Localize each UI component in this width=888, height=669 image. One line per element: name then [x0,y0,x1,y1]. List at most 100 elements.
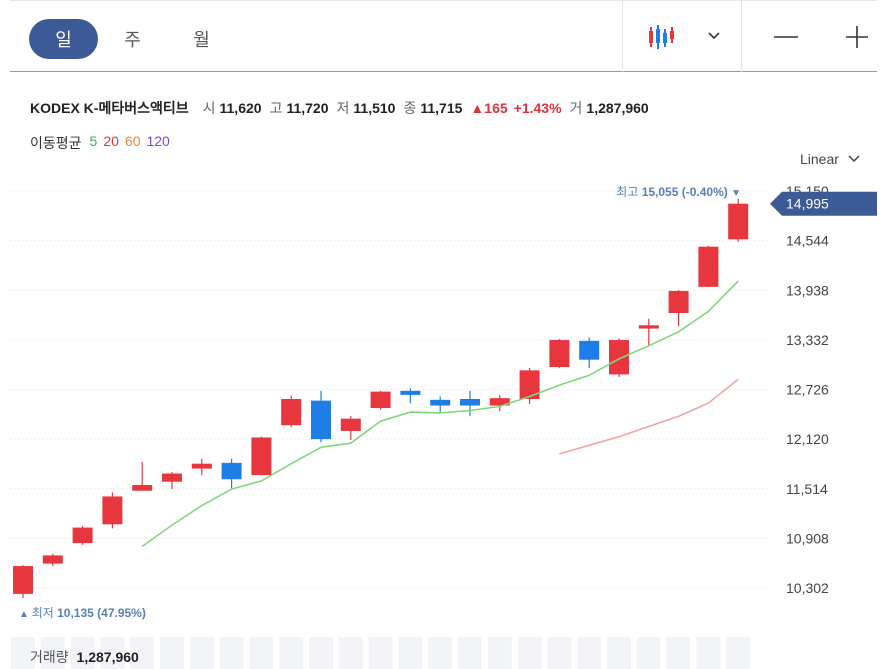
candle [728,198,749,242]
volume-bar [636,637,661,669]
candlestick-icon[interactable] [647,23,677,51]
open-label: 시 [202,100,216,116]
y-tick-label: 10,302 [786,580,829,596]
candle [489,394,510,412]
volume-bar [458,637,482,669]
candle [340,416,361,440]
candle-body [191,463,212,469]
y-tick-label: 12,120 [786,431,829,447]
y-tick-label: 13,332 [786,332,829,348]
candle-body [430,399,451,406]
change-value: ▲165 [470,100,508,116]
candle [102,492,123,529]
open-value: 11,620 [219,100,262,116]
candle [281,395,302,427]
candle-body [311,400,331,440]
volume-bar [666,637,691,669]
plus-icon[interactable] [843,23,871,51]
moving-average-title: 이동평균 [30,135,82,151]
low-label: 저 [336,100,350,116]
toolbar-divider [741,1,742,72]
candle-body [668,290,689,314]
volume-bar [428,637,453,669]
candle-body [489,398,510,406]
candle-body [13,566,33,594]
period-toolbar: 일 주 월 [10,0,877,72]
price-summary: KODEX K-메타버스액티브 시 11,620 고 11,720 저 11,5… [30,98,657,118]
candle-body [698,246,719,287]
toolbar-divider [622,1,623,72]
candle [162,471,182,490]
y-tick-label: 11,514 [786,481,828,497]
volume-bar [189,637,214,669]
ma-5-label: 5 [89,133,98,149]
volume-bar [487,637,512,669]
high-label: 고 [269,100,283,116]
high-value: 11,720 [286,100,329,116]
candle [609,338,629,377]
ma-60-label: 60 [124,133,141,149]
chevron-down-icon[interactable] [703,25,725,47]
tab-monthly[interactable]: 월 [193,30,210,50]
candle [370,390,391,410]
candle [251,436,272,476]
volume-bar [11,637,35,669]
change-percent: +1.43% [513,100,562,116]
max-price-annotation: 최고 15,055 (-0.40%) ▼ [616,185,741,199]
candle-body [400,390,421,395]
volume-bar [160,637,184,669]
candle-body [638,325,659,329]
ma-20-label: 20 [103,133,119,149]
candle [519,367,540,404]
moving-average-legend[interactable]: 이동평균 5 20 60 120 [30,133,170,153]
candle-body [162,473,182,482]
volume-label: 거 [569,100,583,116]
candle-body [251,437,272,476]
candle [13,565,33,598]
candle-body [609,340,629,375]
volume-bar [368,637,393,669]
candle-body [370,391,391,409]
instrument-name: KODEX K-메타버스액티브 [30,100,189,116]
scale-label: Linear [800,151,839,167]
candle [549,339,570,368]
volume-value: 1,287,960 [586,100,649,116]
current-price-label: 14,995 [786,196,829,212]
period-tabs: 일 주 월 [29,19,236,59]
candle [42,553,63,567]
candle-body [460,398,480,406]
volume-bar [279,637,304,669]
volume-bar [40,637,65,669]
ma-120-label: 120 [146,133,170,149]
candle-body [728,203,749,240]
volume-bar [338,637,363,669]
current-price-tag: 14,995 [770,191,877,216]
volume-bar [309,637,333,669]
volume-footer: 거래량 1,287,960 [30,647,139,667]
candle [430,396,451,413]
scale-dropdown[interactable]: Linear [800,151,861,167]
minus-icon[interactable] [772,23,800,51]
chevron-down-icon [848,155,860,163]
tab-daily[interactable]: 일 [29,19,98,59]
candle-body [221,462,242,480]
volume-bar [398,637,423,669]
volume-footer-value: 1,287,960 [76,649,139,665]
y-tick-label: 12,726 [786,382,829,398]
candle-body [281,398,302,426]
y-tick-label: 14,544 [786,233,829,249]
volume-bar [70,637,95,669]
volume-bar [219,637,244,669]
volume-bar [607,637,631,669]
volume-bar [547,637,572,669]
tab-weekly[interactable]: 주 [124,30,141,50]
y-tick-label: 13,938 [786,282,829,298]
close-value: 11,715 [420,100,463,116]
candle-body [519,370,540,399]
candle-body [340,418,361,431]
volume-bar [696,637,721,669]
candle-body [42,555,63,564]
candle [698,245,719,287]
candle [579,337,600,368]
